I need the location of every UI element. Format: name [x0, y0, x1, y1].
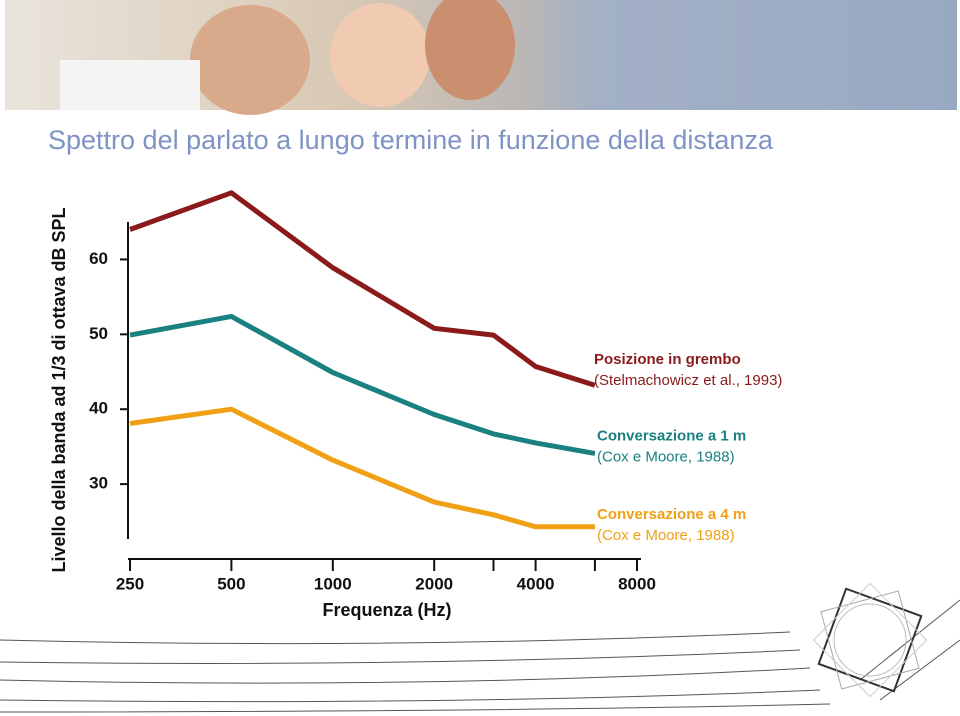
legend-source: (Cox e Moore, 1988)	[597, 527, 735, 544]
y-tick-label: 50	[89, 324, 108, 343]
y-tick-label: 40	[89, 399, 108, 418]
legend-name: Conversazione a 4 m	[597, 506, 746, 523]
x-tick-label: 500	[217, 574, 245, 593]
legend-name: Conversazione a 1 m	[597, 427, 746, 444]
x-tick-label: 1000	[314, 574, 352, 593]
series-line	[129, 313, 596, 456]
x-tick-label: 250	[116, 574, 144, 593]
x-tick-label: 4000	[517, 574, 555, 593]
series-line	[129, 406, 595, 530]
legend-source: (Cox e Moore, 1988)	[597, 448, 735, 465]
slide-title: Spettro del parlato a lungo termine in f…	[48, 125, 774, 155]
y-tick-label: 60	[89, 249, 108, 268]
legend-name: Posizione in grembo	[594, 351, 741, 368]
decoration	[0, 582, 960, 713]
x-tick-label: 2000	[415, 574, 453, 593]
x-axis-label: Frequenza (Hz)	[322, 600, 451, 620]
y-axis-label: Livello della banda ad 1/3 di ottava dB …	[49, 207, 69, 572]
y-tick-label: 30	[89, 474, 108, 493]
legend-source: (Stelmachowicz et al., 1993)	[594, 372, 782, 389]
x-tick-label: 8000	[618, 574, 656, 593]
header-photo	[5, 0, 957, 115]
series-line	[129, 190, 596, 388]
